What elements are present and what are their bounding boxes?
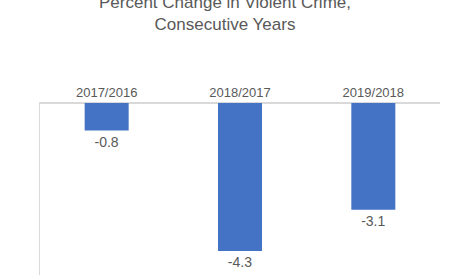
svg-text:-4.3: -4.3: [228, 254, 252, 270]
svg-text:-0.8: -0.8: [95, 134, 119, 150]
svg-text:Percent Change in Violent Crim: Percent Change in Violent Crime,Consecut…: [99, 0, 351, 34]
svg-text:2019/2018: 2019/2018: [343, 85, 404, 100]
svg-text:2017/2016: 2017/2016: [76, 85, 137, 100]
svg-text:-3.1: -3.1: [361, 213, 385, 229]
svg-text:2018/2017: 2018/2017: [209, 85, 270, 100]
